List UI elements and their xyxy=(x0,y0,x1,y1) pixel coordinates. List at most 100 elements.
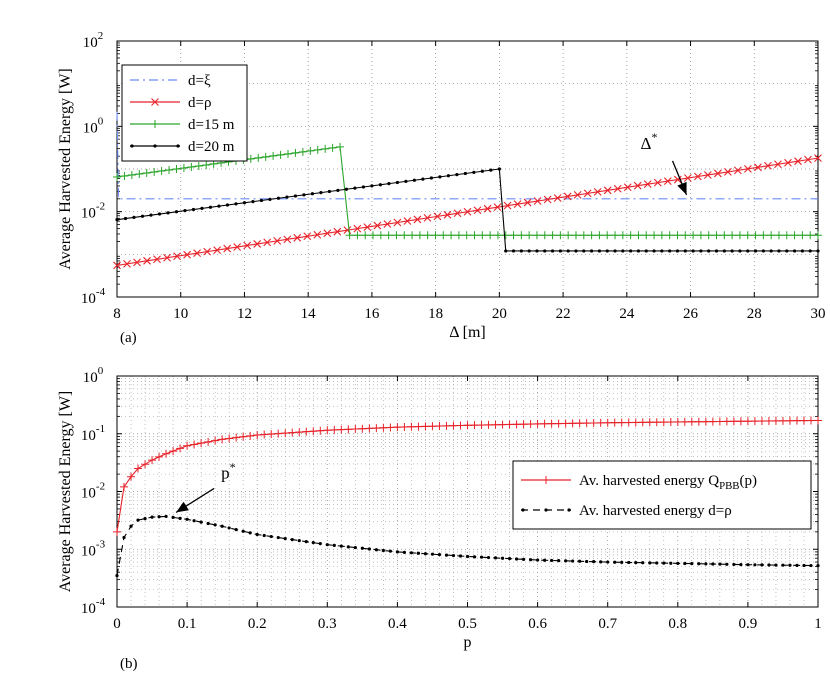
panel-b-marker xyxy=(164,514,168,519)
panel-a-marker xyxy=(753,249,758,253)
panel-a-marker xyxy=(501,231,510,240)
panel-b-marker xyxy=(393,423,402,432)
panel-a-marker xyxy=(263,238,272,247)
panel-a-marker xyxy=(284,149,293,158)
panel-a-marker xyxy=(774,160,782,169)
panel-b-marker xyxy=(295,428,304,437)
panel-a-marker xyxy=(553,194,562,202)
panel-a-marker xyxy=(473,206,482,215)
panel-a-marker xyxy=(573,191,582,199)
panel-b-marker xyxy=(157,515,161,519)
panel-a-marker xyxy=(313,145,322,154)
panel-a-marker xyxy=(404,179,408,183)
panel-b-marker xyxy=(708,417,717,426)
panel-a-marker xyxy=(183,250,191,259)
panel-b-x-tick-label: 0.6 xyxy=(528,616,547,632)
panel-a-marker xyxy=(663,177,672,185)
panel-a-marker xyxy=(408,231,417,240)
panel-a-marker xyxy=(243,241,252,250)
panel-b-marker xyxy=(178,516,182,520)
panel-b-marker xyxy=(505,420,514,429)
panel-a-marker xyxy=(157,166,166,175)
panel-a-marker xyxy=(472,170,476,174)
panel-a-y-tick-label: 10-4 xyxy=(81,286,106,307)
panel-b-marker xyxy=(809,563,813,568)
panel-a-marker xyxy=(738,249,742,253)
panel-b-legend-marker xyxy=(521,508,525,512)
panel-a-marker xyxy=(689,231,698,240)
panel-a-legend-marker xyxy=(153,144,157,148)
panel-a-drop-line xyxy=(498,168,507,251)
panel-a-marker xyxy=(453,209,462,218)
panel-a-marker xyxy=(165,165,174,174)
panel-a-marker xyxy=(587,231,596,240)
panel-a-frame xyxy=(116,40,819,298)
panel-b-marker xyxy=(554,419,563,428)
panel-b-marker xyxy=(281,429,290,438)
panel-a-annotation: Δ* xyxy=(641,130,658,153)
panel-b-marker xyxy=(309,427,318,436)
panel-a-marker xyxy=(470,231,479,240)
panel-b-marker xyxy=(169,447,178,456)
panel-b-marker xyxy=(274,429,283,438)
panel-b-x-tick-label: 0.9 xyxy=(739,616,758,632)
panel-a-marker xyxy=(595,231,604,240)
panel-b-legend-marker xyxy=(544,508,548,512)
panel-b-y-tick-label: 100 xyxy=(83,365,104,386)
panel-b-x-tick-label: 0.4 xyxy=(388,616,407,632)
panel-b-marker xyxy=(704,562,708,566)
panel-b-marker xyxy=(659,418,668,427)
panel-b-marker xyxy=(701,417,710,426)
panel-b-x-axis-label: p xyxy=(464,634,472,651)
panel-b-marker xyxy=(540,419,549,428)
panel-a-marker xyxy=(321,144,330,153)
panel-b-marker xyxy=(662,561,666,565)
panel-a-x-tick-label: 18 xyxy=(428,306,443,322)
panel-a-marker xyxy=(251,200,255,204)
panel-b-marker xyxy=(620,560,624,564)
panel-b-marker xyxy=(806,416,815,425)
panel-a-marker xyxy=(157,212,162,216)
panel-b-marker xyxy=(543,558,547,562)
panel-b-marker xyxy=(760,563,764,567)
panel-b-legend-marker xyxy=(567,508,571,512)
panel-a-marker xyxy=(370,184,374,188)
panel-b-marker xyxy=(351,425,360,434)
panel-a-marker xyxy=(242,201,247,205)
panel-b-marker xyxy=(507,557,512,561)
panel-a-marker xyxy=(703,171,712,179)
panel-a-marker xyxy=(707,249,711,253)
panel-a-marker xyxy=(443,210,452,219)
panel-a-marker xyxy=(253,240,262,248)
panel-a-marker xyxy=(777,249,781,253)
panel-b-marker xyxy=(148,456,157,465)
panel-a-legend-label: d=ρ xyxy=(188,95,211,111)
panel-a-marker xyxy=(413,215,422,224)
panel-a-marker xyxy=(115,218,119,222)
panel-b-marker xyxy=(764,416,773,425)
panel-b-marker xyxy=(155,452,164,461)
panel-b-y-tick-label: 10-3 xyxy=(81,538,106,559)
panel-a-marker xyxy=(378,183,383,187)
panel-a-x-tick-label: 22 xyxy=(556,306,571,322)
panel-b-marker xyxy=(463,421,472,430)
panel-b-marker xyxy=(792,416,801,425)
panel-b-marker xyxy=(715,417,724,426)
panel-a-marker xyxy=(593,187,602,196)
panel-b-marker xyxy=(547,419,556,428)
panel-a-marker xyxy=(733,166,742,175)
panel-a-marker xyxy=(173,252,181,261)
panel-b-marker xyxy=(423,552,428,556)
panel-a-marker xyxy=(556,231,565,240)
panel-a-marker xyxy=(268,197,272,201)
panel-a-marker xyxy=(728,231,737,240)
panel-a-marker xyxy=(431,231,440,240)
panel-a-marker xyxy=(132,215,136,219)
panel-b-marker xyxy=(575,419,584,428)
panel-a-marker xyxy=(400,231,409,240)
panel-a-x-tick-label: 12 xyxy=(237,306,252,322)
panel-a-x-tick-label: 30 xyxy=(811,306,826,322)
panel-b-x-tick-label: 1 xyxy=(814,616,822,632)
panel-b-y-tick-label: 10-1 xyxy=(81,423,105,444)
panel-b-marker xyxy=(204,437,213,446)
